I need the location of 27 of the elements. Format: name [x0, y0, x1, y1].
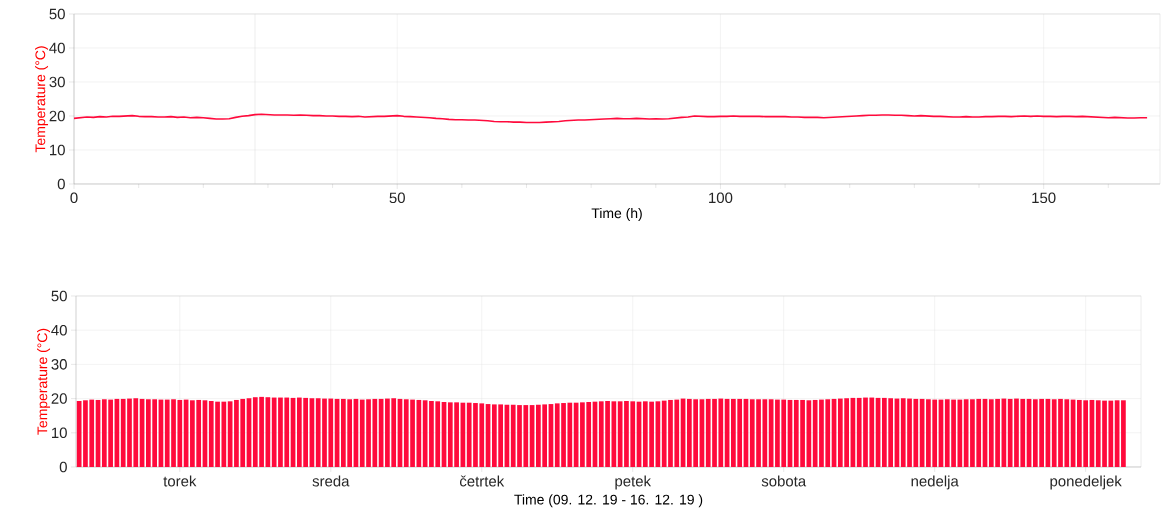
x-tick-label: torek [163, 475, 197, 487]
y-tick-label: 30 [49, 76, 65, 88]
x-tick-label: četrtek [459, 475, 505, 487]
x-tick-label: 100 [709, 192, 733, 204]
y-axis-title: Temperature (°C) [37, 328, 51, 435]
y-tick-label: 50 [51, 290, 67, 302]
x-axis-title: Time (09. 12. 19 - 16. 12. 19 ) [514, 494, 703, 508]
x-axis-title: Time (h) [591, 207, 642, 221]
y-tick-label: 20 [49, 110, 65, 122]
y-axis-title: Temperature (°C) [35, 46, 49, 153]
y-tick-label: 10 [52, 427, 67, 439]
x-tick-label: nedelja [911, 475, 959, 490]
x-tick-label: petek [615, 475, 652, 490]
y-tick-label: 50 [49, 8, 65, 20]
x-tick-label: ponedeljek [1050, 475, 1122, 490]
y-tick-label: 0 [57, 178, 65, 190]
y-tick-label: 10 [50, 144, 65, 156]
y-tick-label: 20 [51, 393, 67, 404]
x-tick-label: sobota [761, 475, 807, 487]
x-tick-label: 50 [389, 192, 405, 204]
y-tick-label: 30 [51, 359, 67, 370]
x-tick-label: sreda [312, 475, 350, 487]
y-tick-label: 0 [59, 461, 67, 473]
x-tick-label: 150 [1032, 192, 1056, 204]
y-tick-label: 40 [49, 42, 65, 54]
x-tick-label: 0 [70, 192, 78, 204]
y-tick-label: 40 [51, 324, 67, 336]
